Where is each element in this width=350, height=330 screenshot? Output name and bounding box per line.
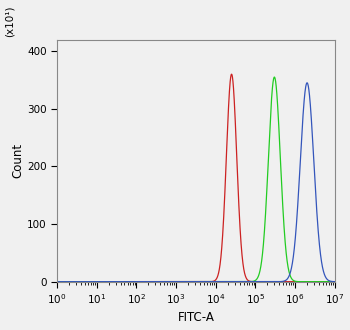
Text: (x10¹): (x10¹) [4,6,14,37]
Y-axis label: Count: Count [11,143,24,178]
X-axis label: FITC-A: FITC-A [177,312,215,324]
